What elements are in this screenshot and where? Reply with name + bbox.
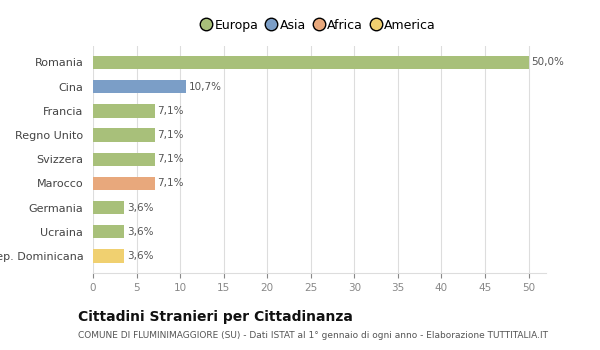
Bar: [93, 56, 529, 69]
Bar: [93, 177, 155, 190]
Text: 7,1%: 7,1%: [157, 154, 184, 164]
Text: Cittadini Stranieri per Cittadinanza: Cittadini Stranieri per Cittadinanza: [78, 310, 353, 324]
Text: COMUNE DI FLUMINIMAGGIORE (SU) - Dati ISTAT al 1° gennaio di ogni anno - Elabora: COMUNE DI FLUMINIMAGGIORE (SU) - Dati IS…: [78, 331, 548, 340]
Bar: [93, 128, 155, 142]
Text: 3,6%: 3,6%: [127, 251, 154, 261]
Bar: [93, 225, 124, 238]
Text: 10,7%: 10,7%: [189, 82, 222, 92]
Text: 3,6%: 3,6%: [127, 227, 154, 237]
Legend: Europa, Asia, Africa, America: Europa, Asia, Africa, America: [199, 15, 440, 36]
Bar: [93, 201, 124, 214]
Text: 3,6%: 3,6%: [127, 203, 154, 213]
Text: 50,0%: 50,0%: [531, 57, 564, 68]
Text: 7,1%: 7,1%: [157, 178, 184, 188]
Bar: [93, 249, 124, 262]
Text: 7,1%: 7,1%: [157, 130, 184, 140]
Bar: [93, 80, 186, 93]
Bar: [93, 153, 155, 166]
Bar: [93, 104, 155, 118]
Text: 7,1%: 7,1%: [157, 106, 184, 116]
